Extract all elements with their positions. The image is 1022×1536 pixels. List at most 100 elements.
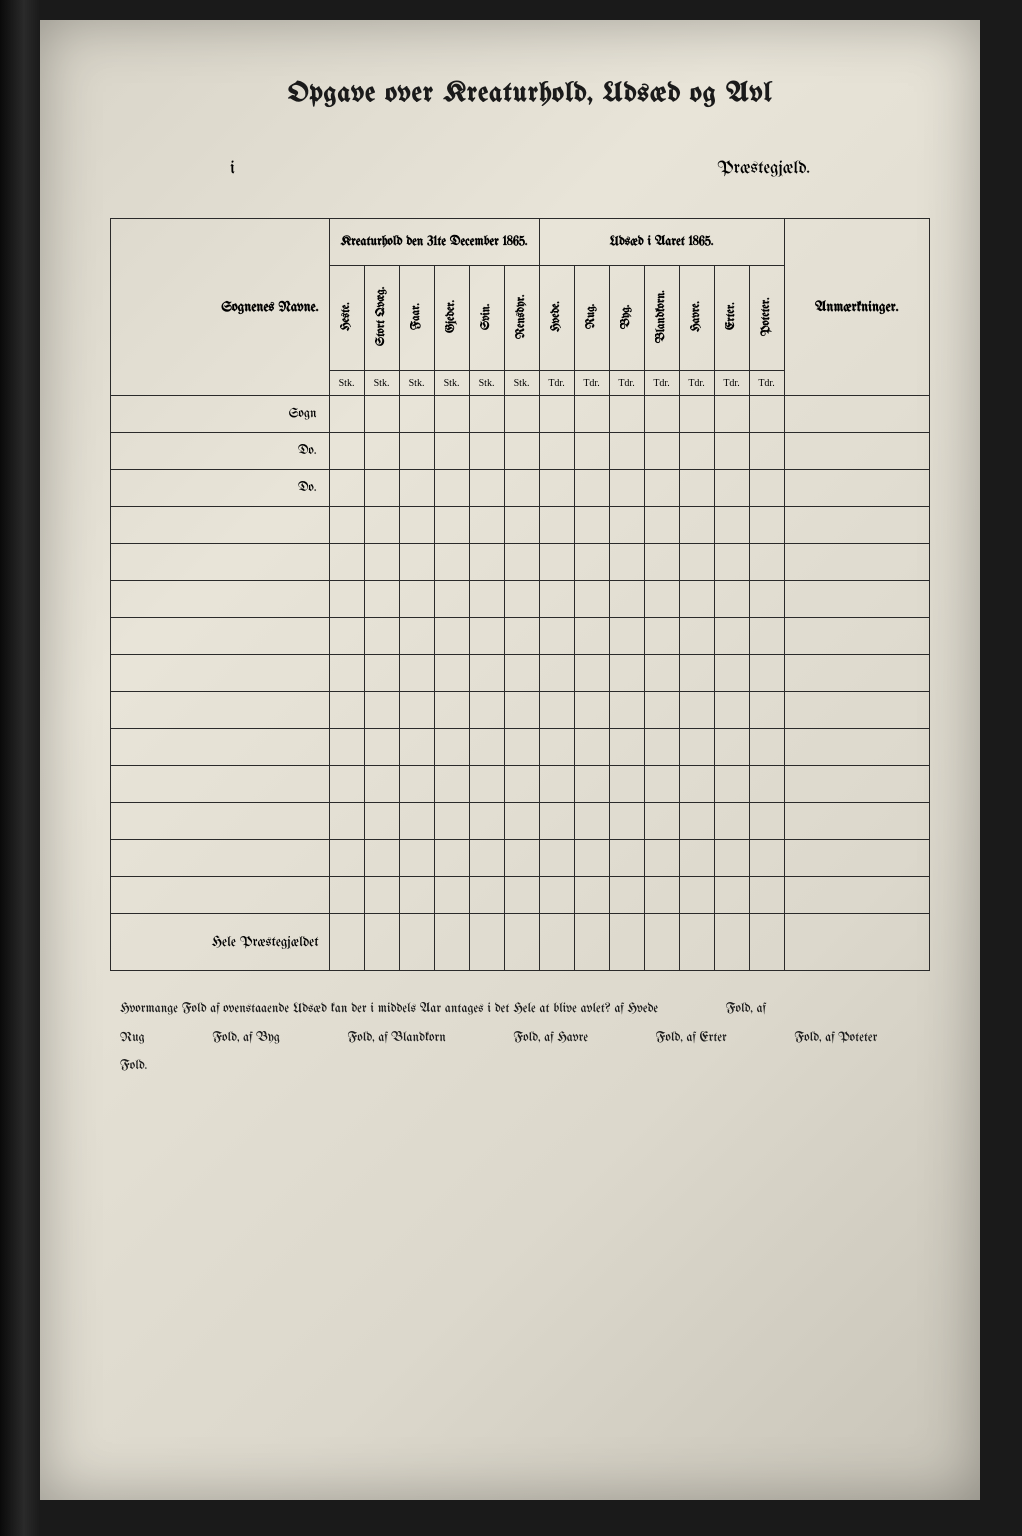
data-cell [644,766,679,803]
data-cell [714,396,749,433]
data-cell [784,692,929,729]
data-cell [469,396,504,433]
summary-cell [644,914,679,971]
table-row [111,766,930,803]
data-cell [399,470,434,507]
data-cell [504,544,539,581]
data-cell [609,581,644,618]
data-cell [539,618,574,655]
summary-cell [749,914,784,971]
data-cell [644,803,679,840]
unit-cell: Tdr. [679,371,714,396]
data-cell [504,766,539,803]
data-cell [399,396,434,433]
data-cell [364,766,399,803]
data-cell [609,803,644,840]
table-row [111,507,930,544]
col-gjeder: Gjeder. [434,266,469,371]
data-cell [539,840,574,877]
data-cell [679,877,714,914]
data-cell [364,396,399,433]
data-cell [539,433,574,470]
data-cell [504,692,539,729]
data-cell [469,433,504,470]
row-label [111,877,330,914]
data-cell [679,544,714,581]
footer-line2f: Fold, af Poteter [794,1032,877,1045]
data-cell [714,433,749,470]
data-cell [504,655,539,692]
table-row [111,655,930,692]
data-cell [644,877,679,914]
data-cell [399,581,434,618]
data-cell [329,396,364,433]
unit-cell: Tdr. [609,371,644,396]
col-poteter: Poteter. [749,266,784,371]
header-sognenes: Sognenes Navne. [111,219,330,396]
data-cell [609,840,644,877]
table-row: Do. [111,433,930,470]
row-label [111,655,330,692]
data-cell [469,840,504,877]
unit-cell: Tdr. [539,371,574,396]
data-cell [679,581,714,618]
footer-text: Hvormange Fold af ovenstaaende Udsæd kan… [110,996,950,1082]
data-cell [504,803,539,840]
footer-line2d: Fold, af Havre [513,1032,588,1045]
data-cell [434,618,469,655]
data-cell [504,507,539,544]
data-cell [539,766,574,803]
data-cell [504,581,539,618]
table-row [111,729,930,766]
data-cell [434,433,469,470]
data-cell [399,618,434,655]
footer-line3: Fold. [120,1060,147,1073]
data-cell [644,507,679,544]
data-cell [469,655,504,692]
data-cell [574,433,609,470]
data-cell [504,396,539,433]
page-background: Opgave over Kreaturhold, Udsæd og Avl i … [40,20,980,1500]
data-cell [574,877,609,914]
data-cell [679,396,714,433]
census-table: Sognenes Navne. Kreaturhold den 31te Dec… [110,218,930,971]
subtitle-right: Præstegjæld. [718,159,811,178]
data-cell [329,692,364,729]
data-cell [539,396,574,433]
data-cell [749,544,784,581]
data-cell [504,840,539,877]
data-cell [399,655,434,692]
summary-cell [469,914,504,971]
data-cell [679,507,714,544]
data-cell [434,507,469,544]
data-cell [679,433,714,470]
row-label [111,507,330,544]
summary-cell [784,914,929,971]
data-cell [469,470,504,507]
header-remarks: Anmærkninger. [784,219,929,396]
data-cell [644,544,679,581]
data-cell [714,544,749,581]
data-cell [329,581,364,618]
table-row [111,877,930,914]
summary-cell [539,914,574,971]
summary-cell [679,914,714,971]
data-cell [644,581,679,618]
summary-label: Hele Præstegjældet [111,914,330,971]
data-cell [784,803,929,840]
data-cell [469,618,504,655]
header-group1: Kreaturhold den 31te December 1865. [329,219,539,266]
data-cell [329,877,364,914]
table-row [111,803,930,840]
data-cell [574,581,609,618]
data-cell [609,433,644,470]
data-cell [574,618,609,655]
data-cell [469,729,504,766]
data-cell [329,803,364,840]
summary-cell [714,914,749,971]
data-cell [329,766,364,803]
row-label: Do. [111,433,330,470]
header-row-groups: Sognenes Navne. Kreaturhold den 31te Dec… [111,219,930,266]
row-label [111,729,330,766]
data-cell [784,655,929,692]
